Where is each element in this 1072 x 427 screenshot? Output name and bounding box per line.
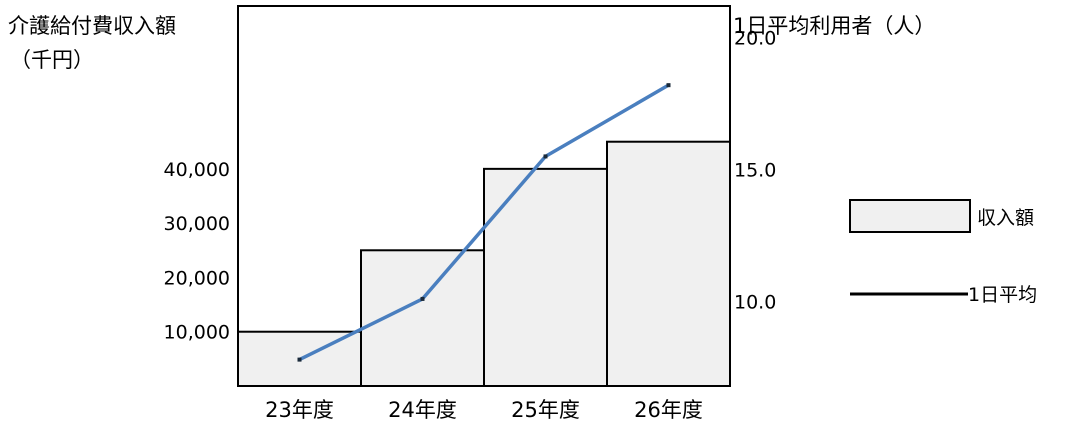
category-label: 24年度 <box>388 398 457 422</box>
line-point <box>666 83 671 88</box>
left-axis-title-line1: 介護給付費収入額 <box>8 14 176 38</box>
right-tick-label: 15.0 <box>734 160 776 182</box>
right-tick-label: 20.0 <box>734 28 776 50</box>
bar <box>483 167 608 387</box>
bar <box>360 249 485 387</box>
right-axis-title: 1日平均利用者（人） <box>733 14 935 38</box>
left-tick-label: 40,000 <box>164 159 230 181</box>
right-tick-label: 10.0 <box>734 292 776 314</box>
left-tick-label: 30,000 <box>164 213 230 235</box>
line-point <box>420 296 425 301</box>
left-axis-title-line2: （千円） <box>10 48 94 72</box>
line-point <box>297 357 302 362</box>
line-series-path <box>298 83 670 362</box>
line-point <box>543 154 548 159</box>
category-label: 23年度 <box>265 398 334 422</box>
category-label: 25年度 <box>511 398 580 422</box>
legend-bar-label: 収入額 <box>977 207 1034 229</box>
bar <box>606 140 731 387</box>
legend-bar-swatch <box>849 199 971 233</box>
left-tick-label: 20,000 <box>164 267 230 289</box>
legend-line-label: 1日平均 <box>968 284 1037 306</box>
left-tick-label: 10,000 <box>164 322 230 344</box>
category-label: 26年度 <box>634 398 703 422</box>
